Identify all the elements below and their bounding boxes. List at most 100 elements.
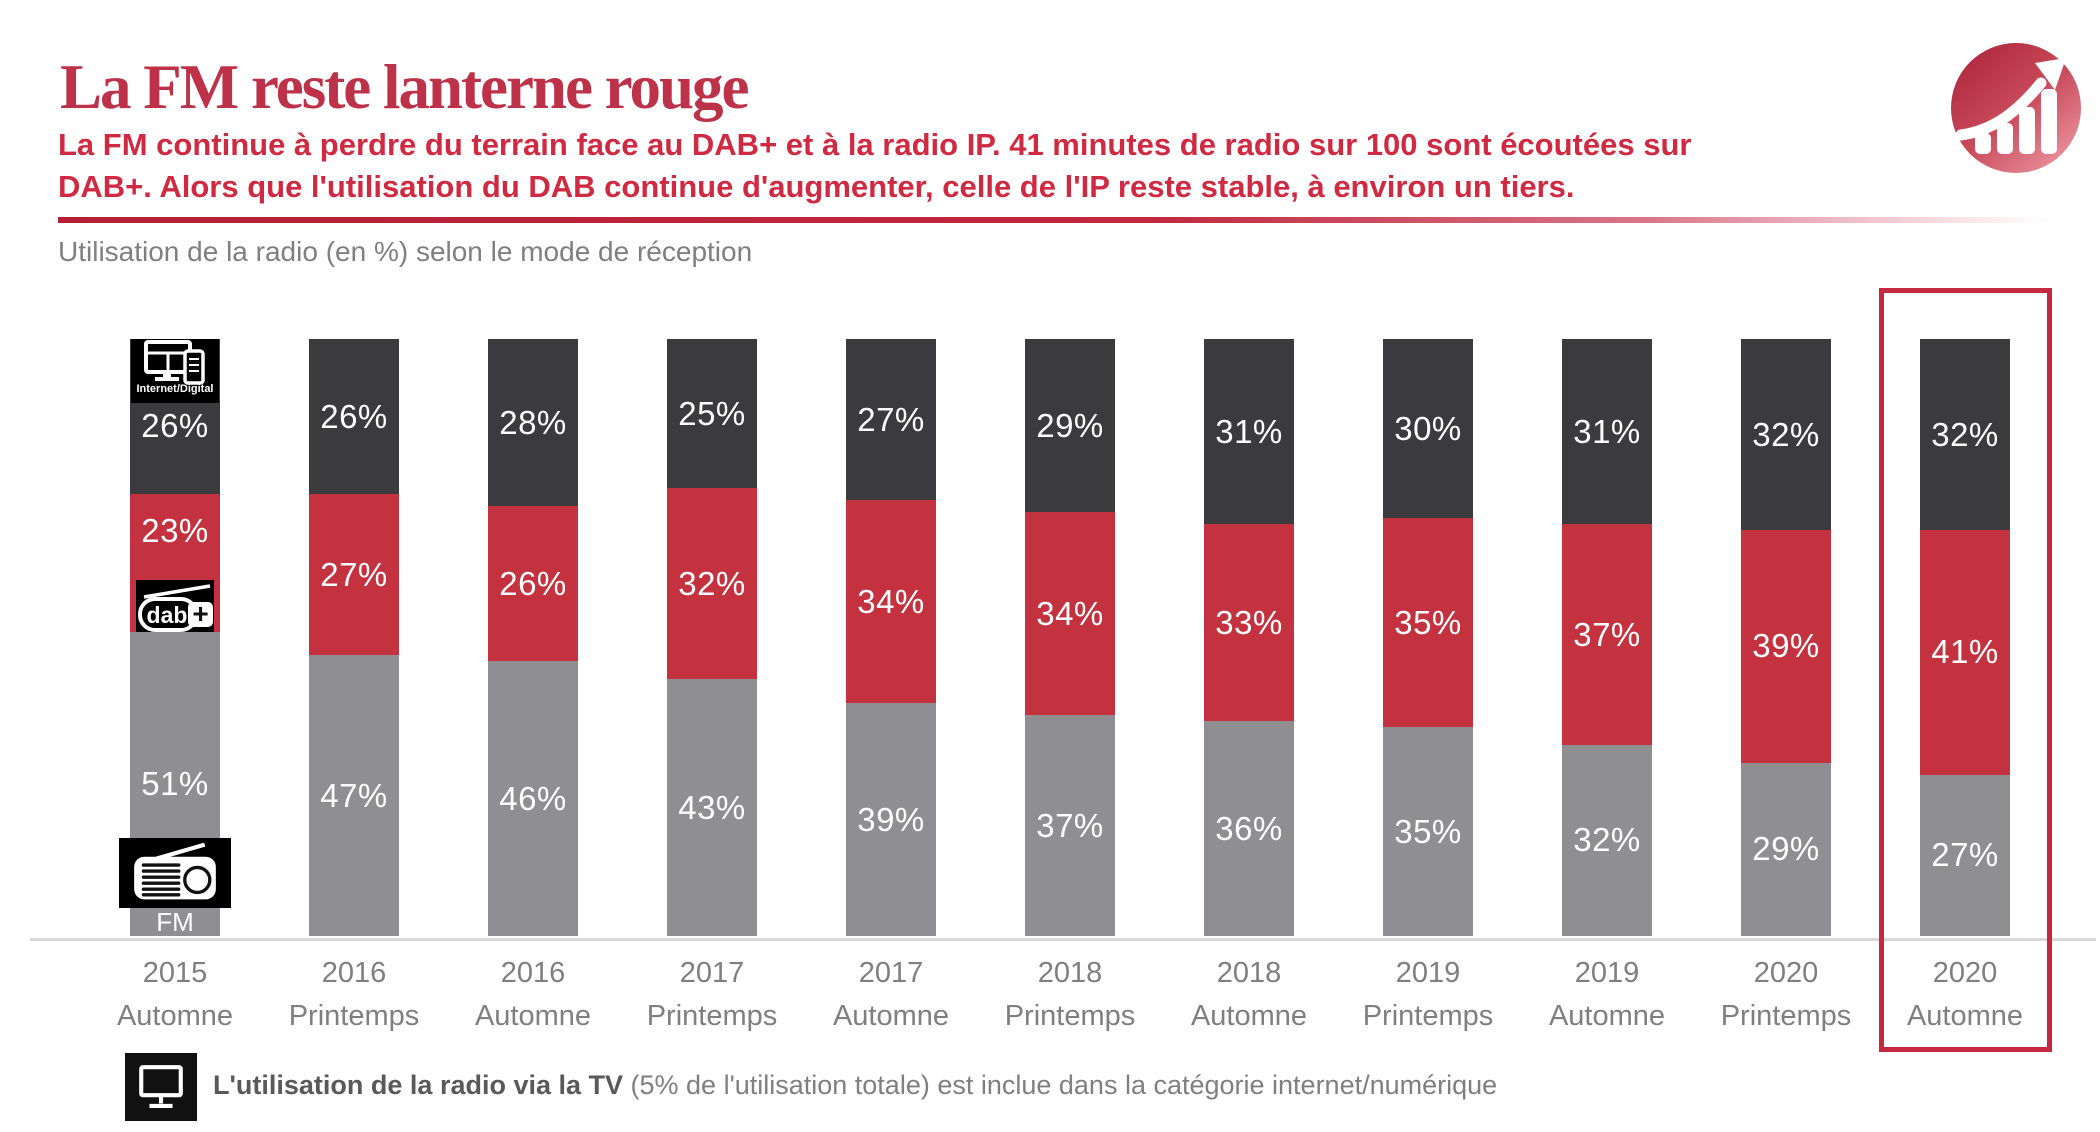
x-label-year: 2015 <box>142 957 208 989</box>
segment-value-label: 26% <box>499 564 567 602</box>
bar-2020-automne: 32% 41% 27% <box>1920 339 2010 936</box>
segment-value-label: 51% <box>141 764 209 802</box>
segment-value-label: 27% <box>857 400 925 438</box>
internet-digital-icon-label: Internet/Digital <box>136 383 214 395</box>
segment-value-label: 26% <box>320 397 388 435</box>
segment-internet-digital: 28% <box>488 339 578 507</box>
x-axis-labels: 2015 Automne 2016 Printemps 2016 Automne 2017 P… <box>0 952 2100 1048</box>
segment-fm: 27% <box>1920 774 2010 936</box>
segment-value-label: 39% <box>857 800 925 838</box>
segment-dab+: 37% <box>1562 524 1652 745</box>
segment-internet-digital: 26% <box>309 339 399 495</box>
segment-value-label: 30% <box>1394 409 1462 447</box>
x-label-year: 2018 <box>1216 957 1282 989</box>
x-label-2019-printemps: 2019 Printemps <box>1318 952 1538 1038</box>
segment-fm: 39% <box>846 703 936 936</box>
svg-text:dab: dab <box>147 602 188 628</box>
segment-value-label: 37% <box>1573 615 1641 653</box>
fm-radio-icon <box>119 837 231 908</box>
bar-2015-automne: Internet/Digital 26% dab +23% FM 51% <box>119 339 231 937</box>
x-label-season: Automne <box>1548 1000 1666 1032</box>
subtitle-line-2: DAB+. Alors que l'utilisation du DAB con… <box>58 169 1575 204</box>
segment-value-label: 32% <box>678 564 746 602</box>
segment-dab+: dab +23% <box>130 494 220 636</box>
segment-dab+: 33% <box>1204 524 1294 722</box>
x-label-2019-automne: 2019 Automne <box>1497 952 1717 1038</box>
x-label-2020-printemps: 2020 Printemps <box>1676 952 1896 1038</box>
bar-2020-printemps: 32% 39% 29% <box>1741 339 1831 936</box>
segment-fm: 29% <box>1741 762 1831 936</box>
segment-dab+: 41% <box>1920 530 2010 775</box>
x-label-2016-printemps: 2016 Printemps <box>244 952 464 1038</box>
segment-value-label: 26% <box>141 407 209 444</box>
segment-internet-digital: 31% <box>1204 339 1294 525</box>
segment-internet-digital: 25% <box>667 339 757 489</box>
chart-subtitle: Utilisation de la radio (en %) selon le … <box>58 236 753 267</box>
subtitle-line-1: La FM continue à perdre du terrain face … <box>58 127 1692 162</box>
x-label-year: 2017 <box>858 957 924 989</box>
segment-value-label: 32% <box>1573 821 1641 859</box>
segment-fm: 47% <box>309 655 399 936</box>
segment-fm: FM 51% <box>119 631 231 937</box>
segment-internet-digital: 31% <box>1562 339 1652 525</box>
bar-2017-automne: 27% 34% 39% <box>846 339 936 936</box>
segment-dab+: 32% <box>667 488 757 680</box>
x-label-season: Automne <box>1190 1000 1308 1032</box>
segment-internet-digital: 30% <box>1383 339 1473 519</box>
segment-internet-digital: 32% <box>1741 339 1831 531</box>
x-label-2017-automne: 2017 Automne <box>781 952 1001 1038</box>
divider <box>58 217 2050 223</box>
x-label-2018-printemps: 2018 Printemps <box>960 952 1180 1038</box>
x-label-season: Automne <box>832 1000 950 1032</box>
segment-fm: 43% <box>667 679 757 936</box>
bar-2017-printemps: 25% 32% 43% <box>667 339 757 936</box>
x-label-season: Automne <box>474 1000 592 1032</box>
segment-value-label: 27% <box>320 555 388 593</box>
x-label-2015-automne: 2015 Automne <box>65 952 285 1038</box>
growth-chart-icon <box>1951 43 2081 173</box>
x-axis-line <box>30 938 2096 941</box>
x-label-season: Printemps <box>646 1000 778 1032</box>
segment-value-label: 37% <box>1036 806 1104 844</box>
segment-value-label: 31% <box>1573 412 1641 450</box>
segment-value-label: 31% <box>1215 412 1283 450</box>
segment-internet-digital: 29% <box>1025 339 1115 513</box>
x-label-season: Printemps <box>288 1000 420 1032</box>
page-title: La FM reste lanterne rouge <box>60 52 749 122</box>
x-label-2016-automne: 2016 Automne <box>423 952 643 1038</box>
x-label-year: 2018 <box>1037 957 1103 989</box>
segment-value-label: 32% <box>1752 415 1820 453</box>
x-label-year: 2017 <box>679 957 745 989</box>
bar-2019-printemps: 30% 35% 35% <box>1383 339 1473 936</box>
segment-internet-digital: 27% <box>846 339 936 501</box>
x-label-season: Printemps <box>1720 1000 1852 1032</box>
segment-dab+: 26% <box>488 506 578 662</box>
segment-value-label: 35% <box>1394 603 1462 641</box>
x-label-season: Printemps <box>1362 1000 1494 1032</box>
bar-2016-automne: 28% 26% 46% <box>488 339 578 936</box>
segment-value-label: 34% <box>857 582 925 620</box>
dab-plus-icon: dab + <box>136 579 214 636</box>
tv-icon <box>125 1053 197 1121</box>
segment-value-label: 27% <box>1931 836 1999 874</box>
segment-value-label: 41% <box>1931 633 1999 671</box>
fm-icon-label: FM <box>156 906 194 937</box>
x-label-year: 2016 <box>500 957 566 989</box>
segment-value-label: 35% <box>1394 812 1462 850</box>
x-label-season: Automne <box>1906 1000 2024 1032</box>
segment-fm: 35% <box>1383 727 1473 936</box>
segment-value-label: 32% <box>1931 415 1999 453</box>
x-label-2020-automne: 2020 Automne <box>1855 952 2075 1038</box>
segment-fm: 36% <box>1204 721 1294 936</box>
segment-fm: 32% <box>1562 744 1652 936</box>
x-label-year: 2020 <box>1753 957 1819 989</box>
internet-digital-icon: Internet/Digital <box>131 339 219 403</box>
segment-internet-digital: Internet/Digital 26% <box>130 339 220 495</box>
footnote-bold: L'utilisation de la radio via la TV <box>213 1070 624 1100</box>
x-label-season: Automne <box>116 1000 234 1032</box>
segment-value-label: 43% <box>678 788 746 826</box>
segment-dab+: 34% <box>1025 512 1115 716</box>
segment-internet-digital: 32% <box>1920 339 2010 531</box>
footnote-rest: (5% de l'utilisation totale) est inclue … <box>623 1070 1498 1100</box>
segment-value-label: 36% <box>1215 809 1283 847</box>
